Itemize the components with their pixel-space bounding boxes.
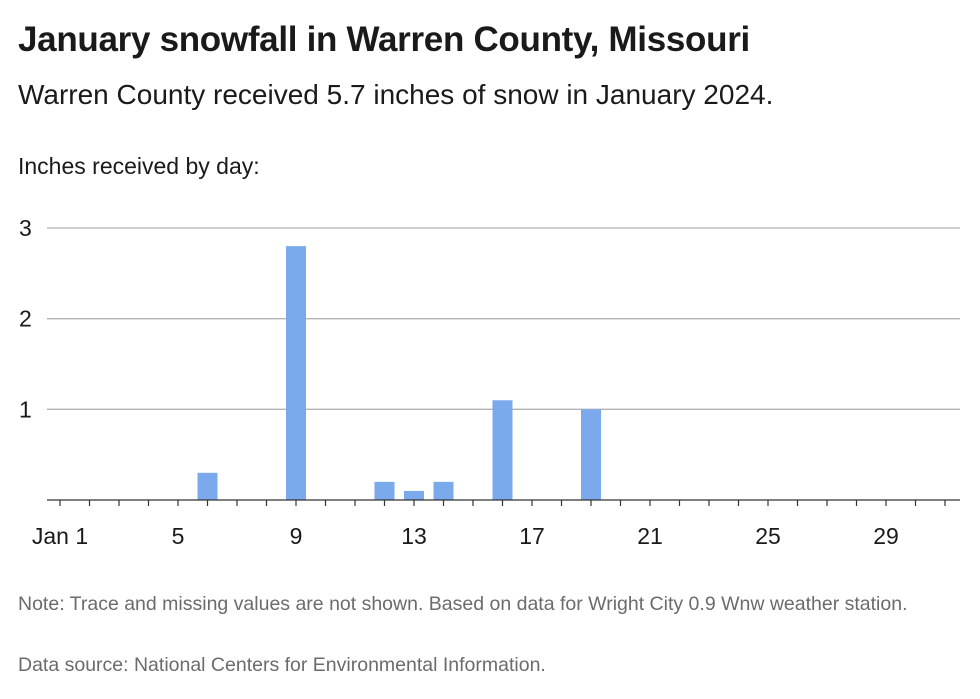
- x-tick-label: 21: [637, 523, 663, 549]
- gridlines: [47, 227, 960, 410]
- snowfall-bar-chart: 1 2 3 Jan 1 5 9 13 17 21 25 29: [19, 215, 960, 549]
- chart-title: January snowfall in Warren County, Misso…: [18, 20, 750, 59]
- x-tick-label: 29: [873, 523, 899, 549]
- bar-jan-9: [286, 246, 306, 500]
- x-tick-label: Jan 1: [32, 523, 88, 549]
- y-tick-label: 1: [19, 396, 32, 422]
- chart-note: Note: Trace and missing values are not s…: [18, 593, 908, 615]
- x-tick-label: 5: [172, 523, 185, 549]
- chart-subtitle: Warren County received 5.7 inches of sno…: [18, 79, 774, 110]
- bar-jan-13: [404, 490, 424, 500]
- x-tick-label: 17: [519, 523, 545, 549]
- bar-jan-6: [197, 472, 218, 500]
- bar-jan-12: [374, 481, 395, 500]
- y-tick-label: 2: [19, 306, 32, 332]
- bars: [197, 246, 601, 500]
- bar-jan-16: [492, 400, 513, 500]
- y-tick-label: 3: [19, 215, 32, 241]
- bar-jan-14: [433, 481, 454, 500]
- x-tick-label: 25: [755, 523, 781, 549]
- y-tick-labels: 1 2 3: [19, 215, 32, 422]
- x-axis: [47, 499, 960, 506]
- data-source: Data source: National Centers for Enviro…: [18, 654, 546, 676]
- x-tick-labels: Jan 1 5 9 13 17 21 25 29: [32, 523, 899, 549]
- x-tick-label: 9: [290, 523, 303, 549]
- x-tick-label: 13: [401, 523, 427, 549]
- y-axis-label: Inches received by day:: [18, 153, 260, 179]
- bar-jan-19: [581, 409, 601, 500]
